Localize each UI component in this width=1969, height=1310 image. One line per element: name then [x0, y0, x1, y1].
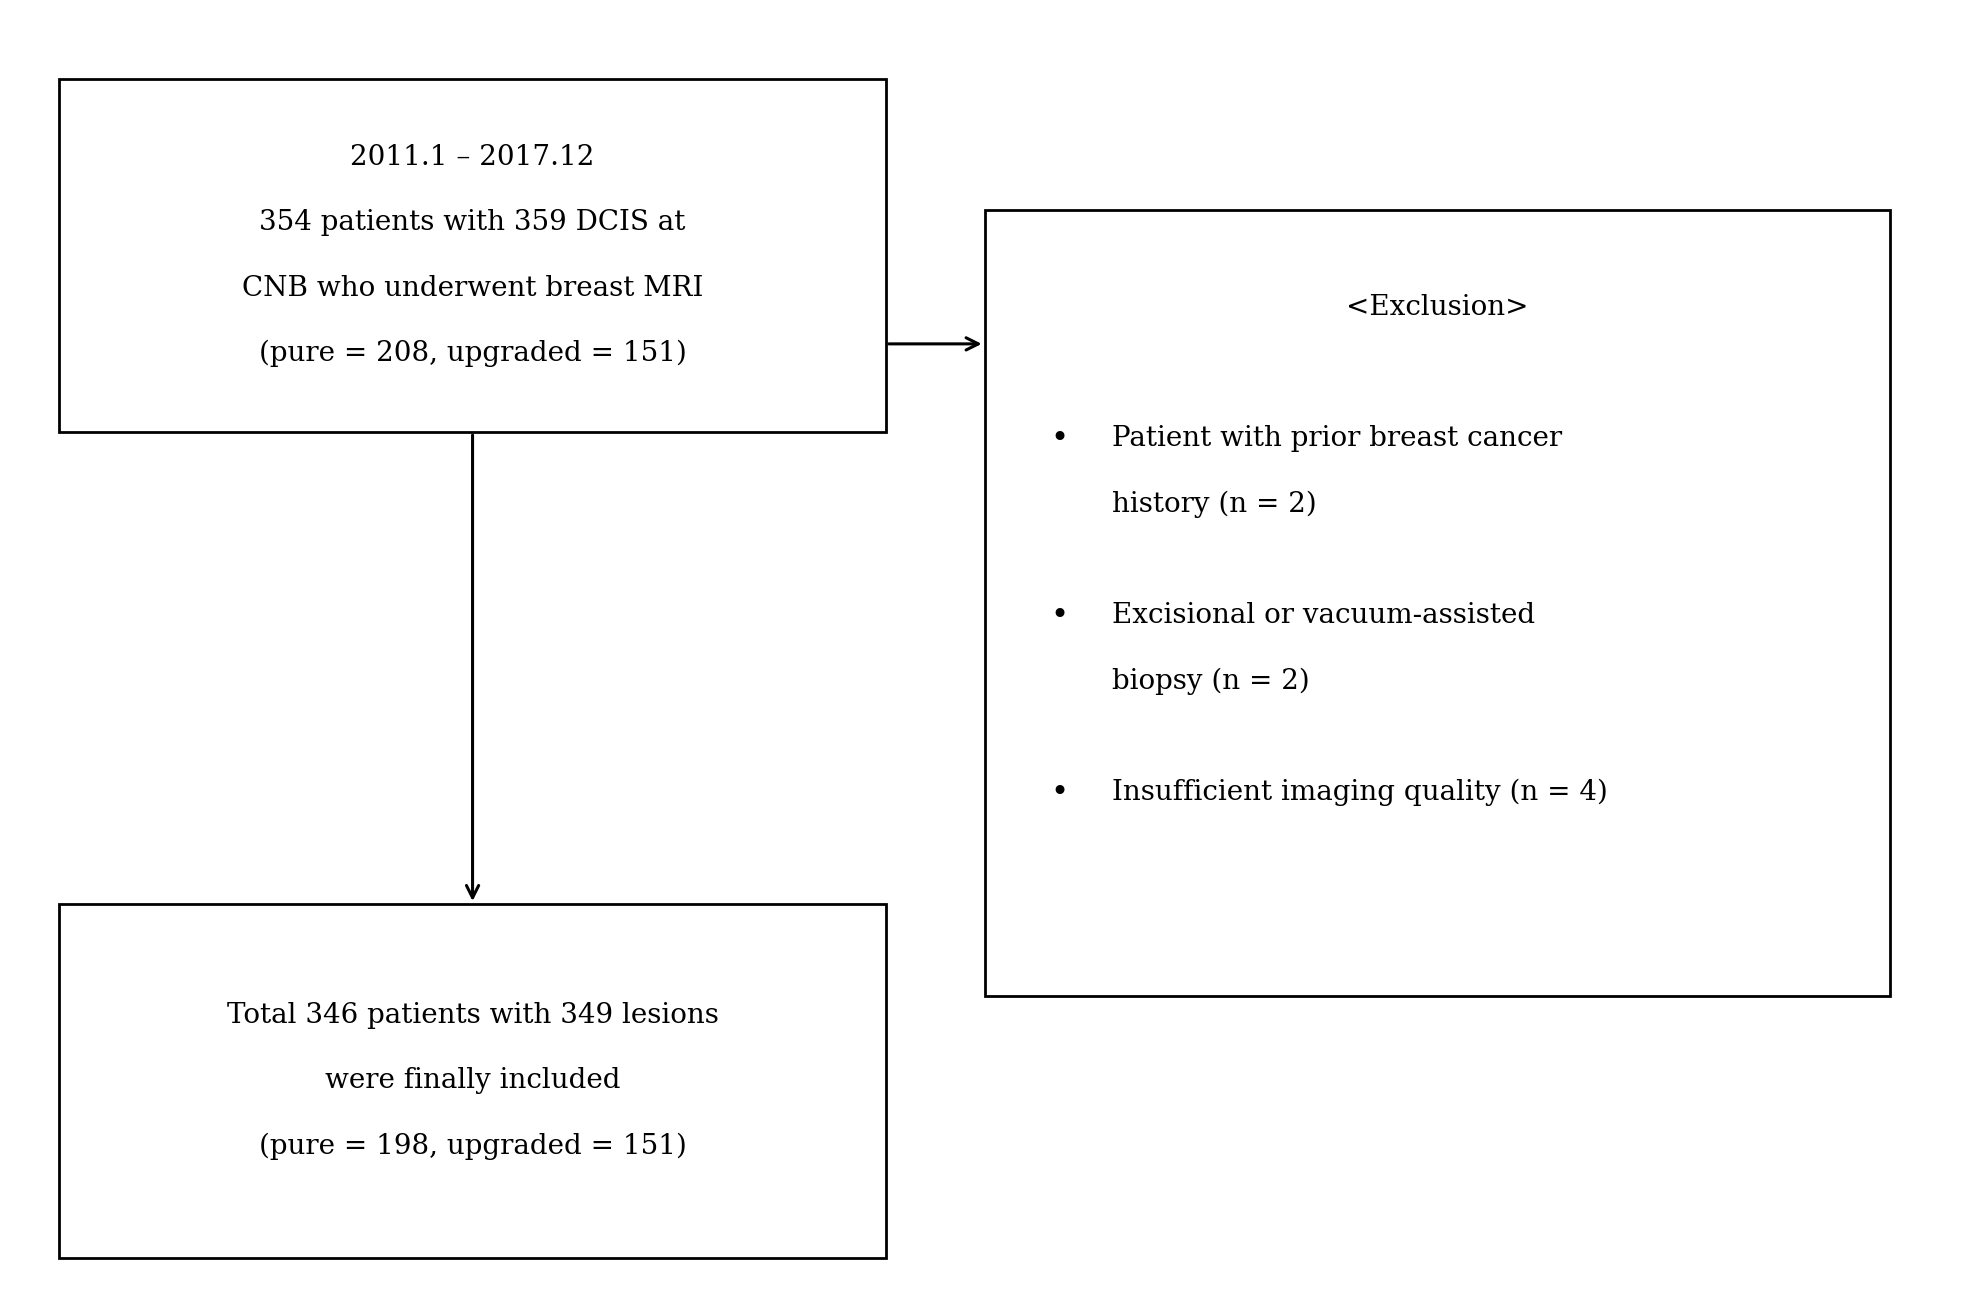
- Text: biopsy (n = 2): biopsy (n = 2): [1112, 668, 1309, 694]
- Text: history (n = 2): history (n = 2): [1112, 491, 1317, 517]
- Text: •: •: [1049, 424, 1069, 453]
- Text: were finally included: were finally included: [325, 1068, 620, 1094]
- Text: (pure = 208, upgraded = 151): (pure = 208, upgraded = 151): [258, 341, 687, 367]
- Text: Total 346 patients with 349 lesions: Total 346 patients with 349 lesions: [226, 1002, 719, 1028]
- Text: 354 patients with 359 DCIS at: 354 patients with 359 DCIS at: [260, 210, 685, 236]
- FancyBboxPatch shape: [59, 79, 886, 432]
- Text: CNB who underwent breast MRI: CNB who underwent breast MRI: [242, 275, 703, 301]
- FancyBboxPatch shape: [984, 210, 1890, 996]
- FancyBboxPatch shape: [59, 904, 886, 1258]
- Text: Excisional or vacuum-assisted: Excisional or vacuum-assisted: [1112, 603, 1536, 629]
- Text: <Exclusion>: <Exclusion>: [1347, 295, 1528, 321]
- Text: Insufficient imaging quality (n = 4): Insufficient imaging quality (n = 4): [1112, 779, 1609, 806]
- Text: 2011.1 – 2017.12: 2011.1 – 2017.12: [350, 144, 595, 170]
- Text: •: •: [1049, 601, 1069, 630]
- Text: •: •: [1049, 778, 1069, 807]
- Text: (pure = 198, upgraded = 151): (pure = 198, upgraded = 151): [258, 1133, 687, 1159]
- Text: Patient with prior breast cancer: Patient with prior breast cancer: [1112, 426, 1563, 452]
